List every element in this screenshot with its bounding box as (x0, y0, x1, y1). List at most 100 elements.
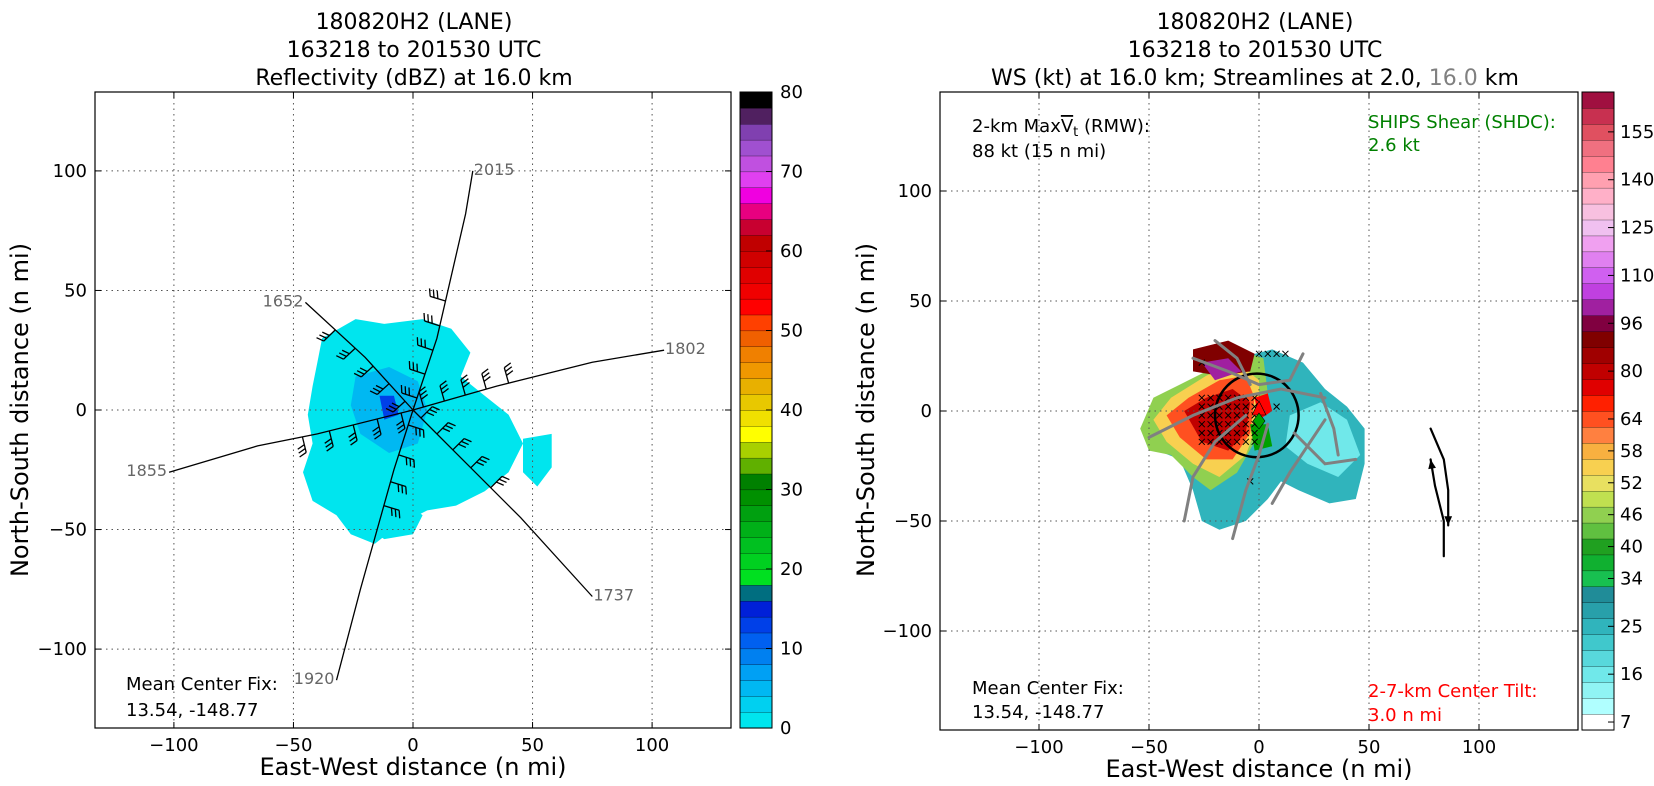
wind-barb-feather (463, 437, 472, 443)
flight-tracks: 2015 1652 1802 1855 1737 1920 (126, 160, 705, 688)
wind-barb-feather (398, 427, 406, 434)
hatch-marks (1198, 350, 1289, 485)
wind-barb-shaft (383, 505, 400, 511)
colorbar-swatch (739, 409, 773, 427)
flight-track-line (412, 170, 474, 411)
wind-barb-feather (338, 352, 347, 358)
wind-barb-feather (325, 442, 333, 448)
colorbar-swatch (739, 107, 773, 125)
left-grid (95, 92, 731, 728)
colorbar-swatch (739, 346, 773, 363)
center-tilt-value: 3.0 n mi (1368, 705, 1442, 726)
wind-barb-feather (501, 475, 510, 481)
hatch-mark (1264, 350, 1272, 358)
colorbar-swatch (739, 711, 773, 729)
hatch-mark (1198, 394, 1206, 402)
wind-barb-feather (442, 427, 451, 433)
wind-barb-feather (441, 387, 449, 394)
colorbar-swatch (739, 600, 773, 618)
flight-track-time-label: 1920 (294, 669, 335, 688)
left-x-tick-label: 0 (407, 735, 418, 756)
wind-barb-feather (348, 432, 356, 438)
hatch-mark (1282, 350, 1289, 358)
colorbar-swatch (1581, 187, 1615, 205)
echo-region (360, 496, 423, 540)
right-title-part-c: km (1478, 66, 1519, 91)
wind-barb-feather (397, 424, 405, 430)
wind-barb-shaft (360, 365, 374, 378)
colorbar-swatch (739, 648, 773, 665)
streamline-2km (1429, 427, 1450, 527)
reflectivity-colorbar: 0 10 20 30 40 50 60 70 80 (739, 82, 803, 739)
hatch-mark (1198, 438, 1206, 446)
wind-barb-feather (299, 451, 307, 458)
colorbar-swatch (739, 696, 773, 713)
colorbar-swatch (1581, 299, 1615, 316)
wind-barb-feather (506, 370, 514, 376)
wind-barb-feather (461, 378, 469, 385)
wind-barb-feather (503, 362, 512, 369)
wind-barb-feather (479, 458, 487, 464)
colorbar-tick-label: 80 (1620, 361, 1643, 382)
wind-barb-feather (458, 443, 467, 449)
wind-barb-feather (482, 372, 490, 379)
hatch-mark (1242, 403, 1250, 410)
streamline-16km (1191, 352, 1305, 387)
colorbar-swatch (739, 123, 773, 141)
wind-barb-feather (405, 486, 407, 495)
colorbar-swatch (739, 425, 773, 443)
colorbar-swatch (1581, 251, 1615, 269)
colorbar-swatch (739, 489, 773, 506)
flight-track-line (412, 409, 593, 597)
wind-barb-feather (432, 289, 435, 298)
left-axis-ticks: −100 −50 0 50 100 −100 −50 0 50 100 (38, 92, 731, 756)
colorbar-swatch (739, 330, 773, 347)
hatch-mark (1233, 438, 1241, 446)
right-x-tick-label: 0 (1253, 737, 1264, 758)
max-vt-value: 88 kt (15 n mi) (972, 141, 1106, 162)
wind-barb-feather (476, 461, 485, 466)
colorbar-tick-label: 64 (1620, 409, 1643, 430)
hatch-mark (1224, 412, 1232, 419)
left-y-tick-label: 0 (76, 400, 87, 421)
right-x-tick-label: 100 (1462, 737, 1496, 758)
wind-barb-feather (447, 422, 456, 427)
colorbar-swatch (1581, 458, 1615, 476)
right-center-fix-label: Mean Center Fix: (972, 678, 1124, 699)
colorbar-tick-label: 25 (1620, 616, 1643, 637)
hatch-mark (1207, 420, 1214, 428)
colorbar-swatch (1581, 378, 1615, 396)
wind-barb-feather (496, 481, 504, 486)
left-center-fix-value: 13.54, -148.77 (126, 700, 258, 721)
colorbar-tick-label: 50 (780, 321, 803, 342)
wind-barb-feather (359, 367, 368, 373)
hatch-mark (1198, 420, 1206, 428)
streamline-16km (1292, 431, 1358, 466)
colorbar-swatch (1581, 235, 1615, 253)
colorbar-swatch (1581, 682, 1615, 699)
wind-barb-feather (336, 355, 344, 360)
hatch-mark (1233, 412, 1241, 419)
flight-track-time-label: 1855 (126, 461, 167, 480)
colorbar-swatch (739, 314, 773, 332)
hatch-mark (1198, 429, 1206, 437)
wind-barb-feather (385, 407, 394, 413)
colorbar-tick-label: 7 (1620, 712, 1631, 733)
hatch-mark (1224, 403, 1232, 410)
colorbar-swatch (739, 139, 773, 157)
right-y-tick-label: −100 (883, 621, 932, 642)
wind-barb-feather (319, 334, 327, 339)
colorbar-swatch (1581, 347, 1615, 364)
colorbar-swatch (1581, 331, 1615, 348)
left-x-axis-label: East-West distance (n mi) (259, 753, 566, 781)
colorbar-swatch (739, 266, 773, 284)
colorbar-tick-label: 34 (1620, 568, 1643, 589)
colorbar-swatch (739, 362, 773, 379)
hatch-mark (1242, 420, 1250, 428)
wind-barb-feather (297, 444, 305, 450)
left-y-tick-label: 100 (53, 161, 87, 182)
flight-track-line (335, 409, 414, 681)
right-y-axis-label: North-South distance (n mi) (852, 243, 880, 577)
wind-barb-feather (391, 402, 400, 408)
right-title-part-b: 16.0 (1429, 66, 1478, 91)
